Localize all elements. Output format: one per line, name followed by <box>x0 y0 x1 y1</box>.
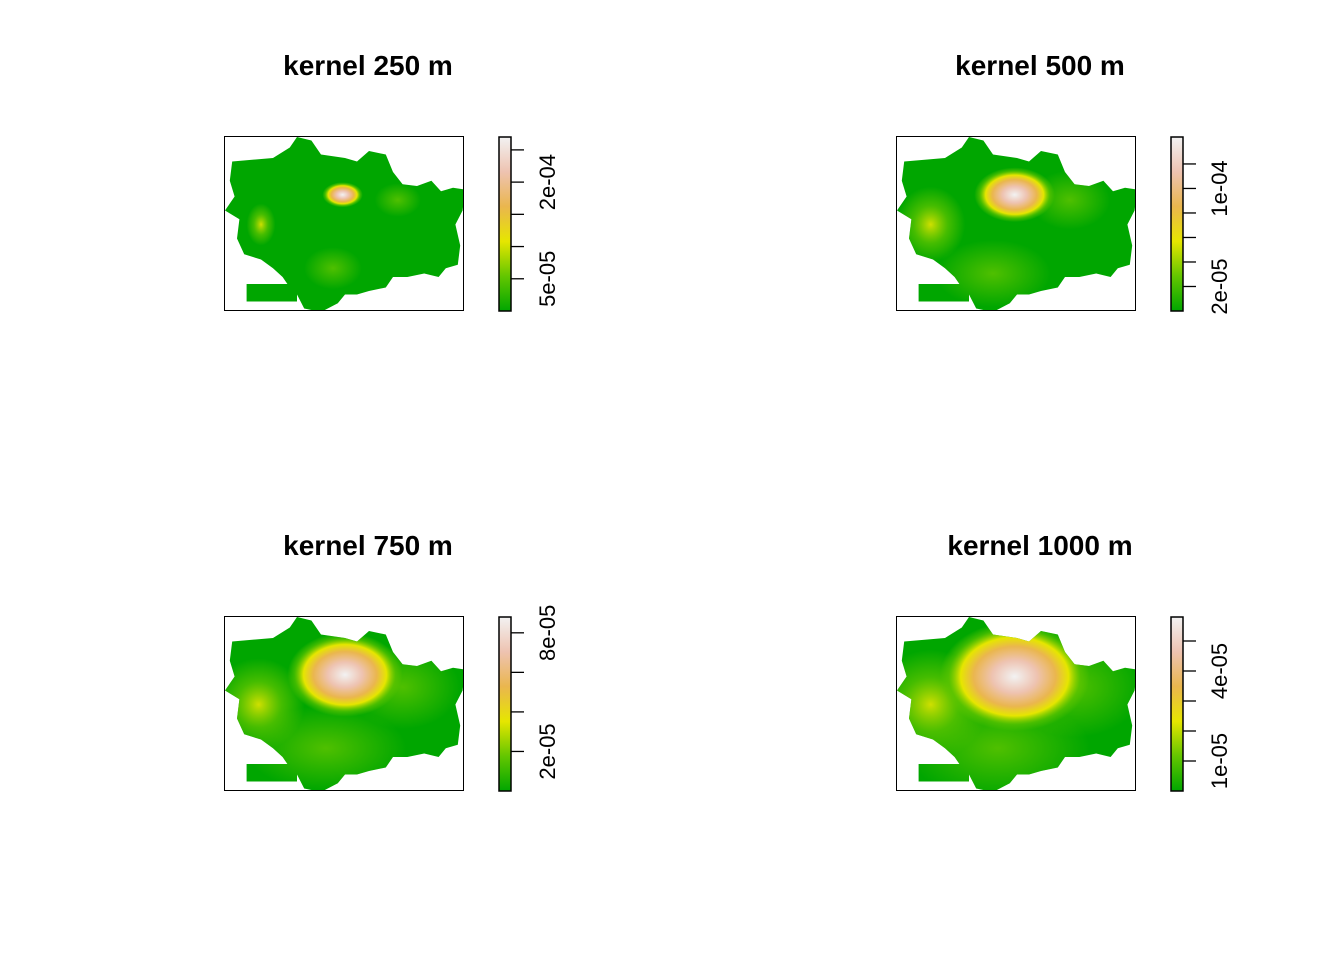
panel-kernel-1000: kernel 1000 m 1e-05 4e-05 <box>672 480 1344 960</box>
density-raster <box>897 137 1135 310</box>
panel-title: kernel 750 m <box>283 530 453 561</box>
density-map <box>224 136 464 311</box>
color-legend: 2e-05 1e-04 <box>1170 136 1232 315</box>
density-hotspot <box>304 247 362 290</box>
density-raster <box>225 617 463 790</box>
density-map <box>224 616 464 791</box>
legend-colorbar <box>498 136 512 312</box>
density-raster <box>897 617 1135 790</box>
legend-colorbar <box>1170 136 1184 312</box>
legend-tick-label: 2e-05 <box>535 723 560 779</box>
legend-tick-label: 1e-05 <box>1207 733 1232 789</box>
density-hotspot <box>974 167 1055 223</box>
panel-title: kernel 250 m <box>283 50 453 81</box>
panel-kernel-500: kernel 500 m 2e-05 1e-04 <box>672 0 1344 480</box>
density-map <box>896 616 1136 791</box>
color-legend: 1e-05 4e-05 <box>1170 616 1232 792</box>
legend-tick-label: 2e-04 <box>535 154 560 210</box>
density-hotspot <box>939 621 1090 732</box>
legend-tick-label: 8e-05 <box>535 605 560 661</box>
legend-tick-label: 4e-05 <box>1207 643 1232 699</box>
legend-colorbar <box>1170 616 1184 792</box>
density-raster <box>225 137 463 310</box>
density-hotspot <box>935 239 1051 308</box>
color-legend: 5e-05 2e-04 <box>498 136 560 312</box>
legend-tick-label: 1e-04 <box>1207 160 1232 216</box>
panel-title: kernel 500 m <box>955 50 1125 81</box>
panel-kernel-250: kernel 250 m 5e-05 2e-04 <box>0 0 672 480</box>
density-hotspot <box>322 182 363 208</box>
legend-tick-label: 2e-05 <box>1207 258 1232 314</box>
density-hotspot <box>246 203 276 246</box>
panel-title: kernel 1000 m <box>947 530 1133 561</box>
panel-kernel-750: kernel 750 m 2e-05 8e-05 <box>0 480 672 960</box>
legend-colorbar <box>498 616 512 792</box>
color-legend: 2e-05 8e-05 <box>498 605 560 792</box>
density-hotspot <box>897 186 966 263</box>
density-hotspot <box>374 183 421 217</box>
density-map <box>896 136 1136 311</box>
density-hotspot <box>287 632 403 717</box>
legend-tick-label: 5e-05 <box>535 251 560 307</box>
